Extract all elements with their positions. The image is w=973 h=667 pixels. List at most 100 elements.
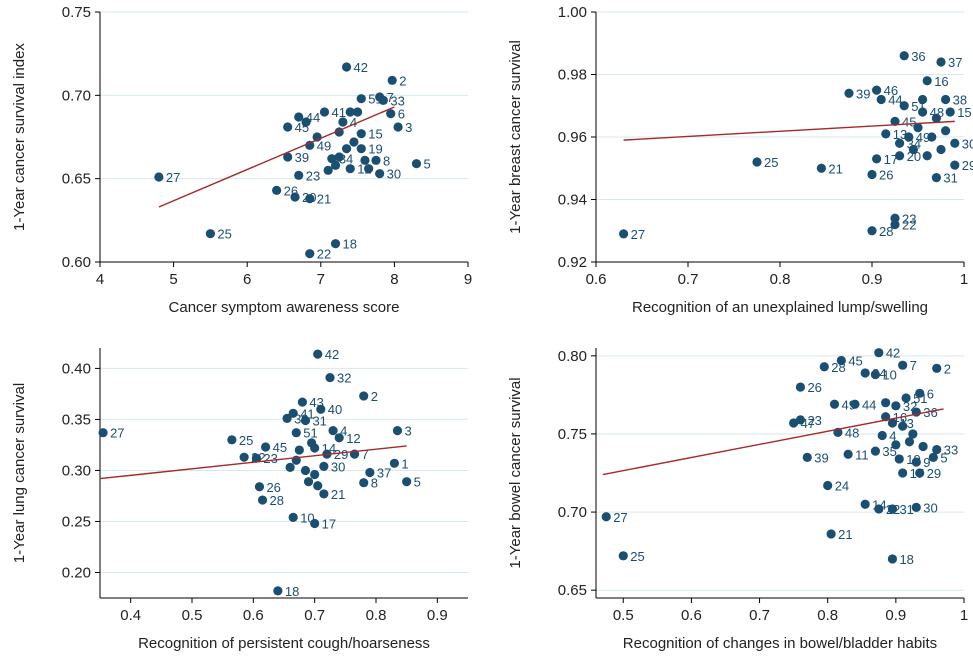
point-label: 7 — [362, 447, 369, 462]
data-point — [819, 362, 829, 372]
point-label: 27 — [166, 170, 180, 185]
data-point — [816, 163, 827, 173]
data-point — [850, 399, 860, 409]
data-point — [205, 229, 215, 239]
data-point — [257, 495, 268, 505]
data-point — [922, 76, 932, 86]
point-label: 42 — [325, 347, 339, 362]
data-point — [829, 399, 840, 409]
data-point — [345, 164, 355, 174]
data-point — [310, 518, 320, 529]
data-point — [867, 226, 877, 236]
data-point — [371, 155, 381, 165]
data-point — [911, 457, 921, 467]
data-point — [364, 164, 374, 174]
point-label: 45 — [902, 114, 916, 129]
data-point — [941, 126, 951, 136]
point-label: 41 — [331, 105, 345, 120]
data-point — [392, 426, 403, 436]
point-label: 6 — [398, 107, 405, 122]
data-point — [300, 415, 311, 426]
x-tick-label: 8 — [390, 271, 398, 288]
point-label: 27 — [631, 227, 645, 242]
data-point — [950, 138, 960, 148]
data-point — [402, 477, 412, 487]
data-point — [823, 480, 833, 491]
point-label: 9 — [923, 455, 930, 470]
data-point — [334, 152, 344, 162]
data-point — [316, 404, 326, 414]
data-point — [890, 116, 900, 126]
x-axis-label: Cancer symptom awareness score — [169, 299, 400, 316]
data-point — [349, 137, 359, 147]
point-label: 31 — [899, 502, 913, 517]
scatter-panel-3: 0.20 0.25 0.30 0.35 0.40 0.4 0.5 0.6 0.7 0.8 0.9 Re… — [11, 347, 468, 652]
data-point — [261, 442, 271, 452]
y-tick-label: 0.92 — [558, 254, 587, 271]
point-label: 7 — [910, 358, 917, 373]
point-label: 18 — [343, 237, 357, 252]
point-label: 12 — [346, 431, 360, 446]
data-point — [881, 129, 891, 139]
point-label: 33 — [944, 443, 958, 458]
data-point — [297, 397, 307, 407]
data-point — [860, 368, 870, 378]
data-point — [904, 132, 914, 142]
point-label: 29 — [334, 447, 348, 462]
data-point — [908, 429, 918, 439]
point-label: 40 — [328, 402, 342, 417]
data-point — [932, 444, 942, 455]
scatter-panel-2: 0.92 0.94 0.96 0.98 1.00 0.6 0.7 0.8 0.9 1 Recogni… — [507, 4, 973, 316]
data-point — [360, 155, 370, 165]
y-tick-label: 0.65 — [62, 171, 91, 188]
data-point — [898, 421, 908, 431]
data-point — [305, 140, 315, 150]
y-tick-label: 1.00 — [558, 4, 587, 21]
data-point — [294, 170, 304, 180]
data-point — [251, 453, 261, 463]
x-tick-label: 0.5 — [182, 607, 203, 624]
data-point — [291, 428, 301, 438]
data-point — [305, 194, 315, 204]
point-label: 38 — [953, 93, 967, 108]
point-label: 39 — [856, 86, 870, 101]
y-axis-label: 1-Year cancer survival index — [11, 43, 28, 231]
data-point — [887, 418, 898, 428]
point-label: 24 — [835, 479, 849, 494]
point-label: 5 — [940, 450, 947, 465]
trend-line — [158, 106, 395, 208]
data-point — [876, 94, 886, 105]
point-label: 18 — [285, 584, 299, 599]
data-point — [826, 529, 836, 539]
point-label: 8 — [371, 476, 378, 491]
point-label: 39 — [814, 450, 828, 465]
data-point — [911, 502, 921, 512]
data-point — [283, 122, 293, 132]
point-label: 21 — [331, 487, 345, 502]
data-point — [341, 62, 352, 72]
point-label: 26 — [807, 380, 821, 395]
data-point — [313, 481, 323, 491]
data-point — [294, 112, 304, 122]
y-tick-label: 0.20 — [62, 564, 91, 581]
data-point — [894, 454, 904, 464]
x-tick-label: 0.9 — [862, 271, 883, 288]
x-tick-label: 0.6 — [681, 607, 702, 624]
point-label: 37 — [377, 465, 391, 480]
point-label: 7 — [387, 90, 394, 105]
y-tick-label: 0.70 — [558, 504, 587, 521]
data-point — [795, 415, 806, 425]
point-label: 13 — [893, 127, 907, 142]
data-point — [356, 144, 366, 154]
point-label: 16 — [934, 74, 948, 89]
point-label: 23 — [306, 168, 320, 183]
point-label: 25 — [764, 155, 778, 170]
y-axis-label: 1-Year breast cancer survival — [507, 40, 524, 234]
x-tick-label: 0.9 — [885, 607, 906, 624]
point-label: 2 — [371, 389, 378, 404]
point-label: 1 — [401, 456, 408, 471]
point-label: 31 — [943, 171, 957, 186]
data-point — [254, 482, 265, 492]
data-point — [913, 123, 923, 133]
